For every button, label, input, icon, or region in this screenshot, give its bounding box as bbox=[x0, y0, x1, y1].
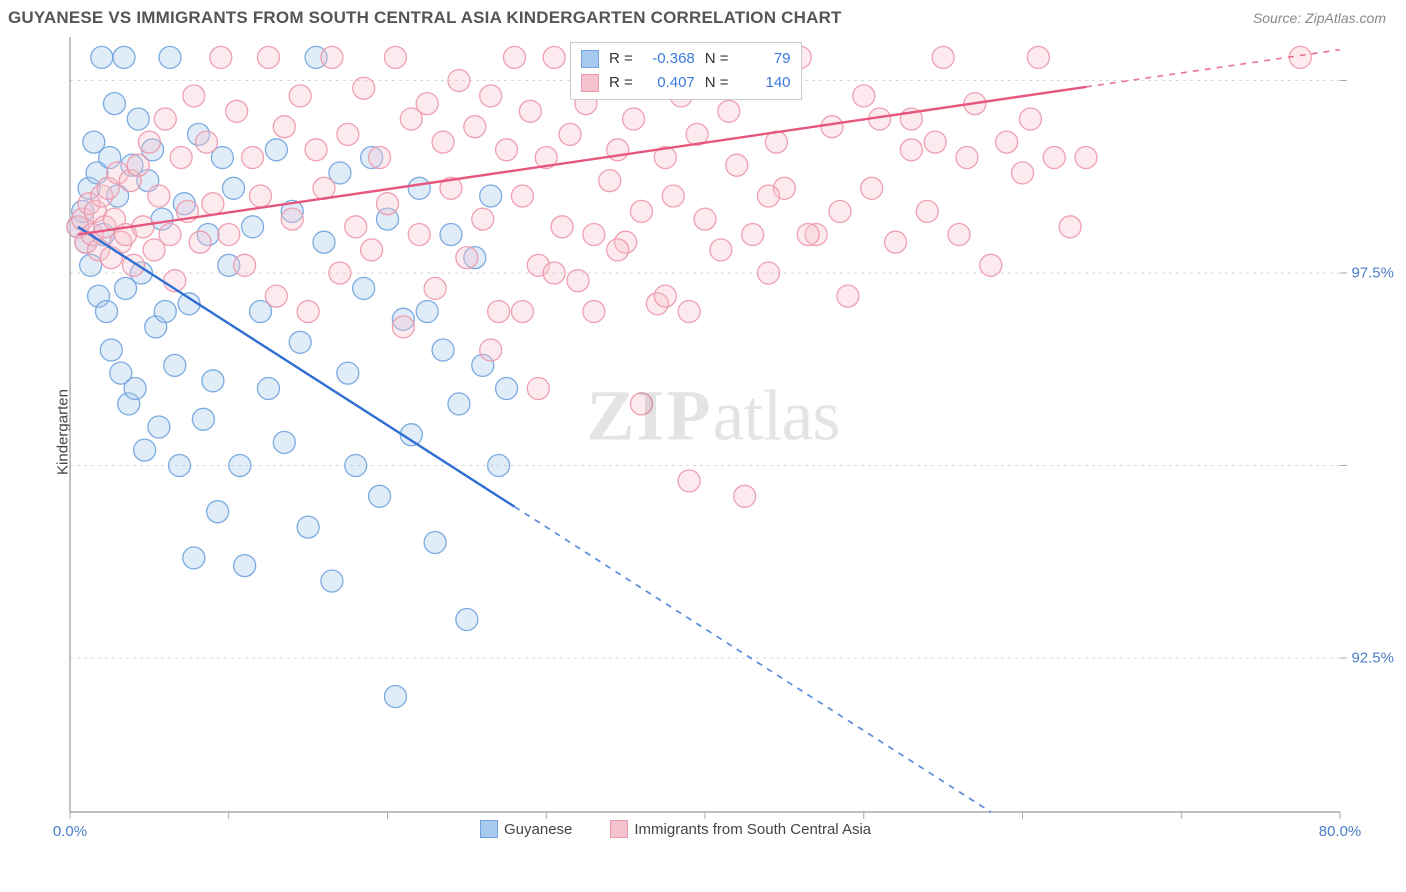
r-value-0: -0.368 bbox=[643, 47, 695, 71]
swatch-icon bbox=[610, 820, 628, 838]
ytick-label: 97.5% bbox=[1351, 265, 1394, 282]
n-label: N = bbox=[705, 71, 729, 95]
swatch-icon bbox=[581, 50, 599, 68]
xtick-label: 80.0% bbox=[1319, 823, 1362, 840]
n-value-1: 140 bbox=[739, 71, 791, 95]
legend-bottom: Guyanese Immigrants from South Central A… bbox=[480, 820, 901, 838]
swatch-icon bbox=[480, 820, 498, 838]
legend-row-series-1: R = 0.407 N = 140 bbox=[581, 71, 791, 95]
scatter-plot bbox=[60, 32, 1360, 832]
r-label: R = bbox=[609, 71, 633, 95]
ytick-label: 92.5% bbox=[1351, 650, 1394, 667]
legend-bottom-item-1: Immigrants from South Central Asia bbox=[610, 820, 871, 838]
n-label: N = bbox=[705, 47, 729, 71]
r-value-1: 0.407 bbox=[643, 71, 695, 95]
header: GUYANESE VS IMMIGRANTS FROM SOUTH CENTRA… bbox=[0, 0, 1406, 32]
page-title: GUYANESE VS IMMIGRANTS FROM SOUTH CENTRA… bbox=[8, 8, 842, 28]
legend-row-series-0: R = -0.368 N = 79 bbox=[581, 47, 791, 71]
legend-stats-box: R = -0.368 N = 79 R = 0.407 N = 140 bbox=[570, 42, 802, 100]
chart-container: Kindergarten ZIPatlas R = -0.368 N = 79 … bbox=[50, 32, 1376, 832]
legend-bottom-label-1: Immigrants from South Central Asia bbox=[634, 821, 871, 838]
r-label: R = bbox=[609, 47, 633, 71]
n-value-0: 79 bbox=[739, 47, 791, 71]
xtick-label: 0.0% bbox=[53, 823, 87, 840]
legend-bottom-label-0: Guyanese bbox=[504, 821, 572, 838]
source-label: Source: ZipAtlas.com bbox=[1253, 10, 1386, 26]
legend-bottom-item-0: Guyanese bbox=[480, 820, 572, 838]
swatch-icon bbox=[581, 74, 599, 92]
